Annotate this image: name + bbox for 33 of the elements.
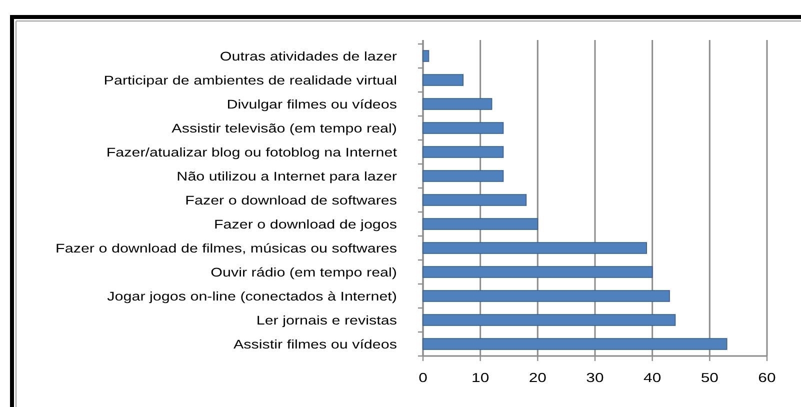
bar — [422, 266, 653, 278]
bar — [422, 194, 527, 206]
x-tick-label: 10 — [472, 371, 490, 386]
y-tick-label: Assistir filmes ou vídeos — [233, 336, 398, 352]
bar — [422, 170, 504, 182]
bar — [422, 242, 647, 254]
x-tick-label: 50 — [700, 371, 718, 386]
x-tick-label: 60 — [758, 371, 776, 386]
bar — [422, 290, 670, 302]
y-tick-label: Participar de ambientes de realidade virtual — [104, 72, 397, 88]
y-tick-label: Fazer o download de filmes, músicas ou softwares — [56, 240, 398, 256]
x-tick-label: 30 — [586, 371, 604, 386]
bar — [422, 74, 464, 86]
bar — [422, 50, 430, 62]
x-tick-label: 20 — [528, 371, 546, 386]
bar — [422, 338, 728, 350]
y-tick-label: Ler jornais e revistas — [256, 312, 398, 328]
y-tick-label: Ouvir rádio (em tempo real) — [210, 264, 397, 280]
x-tick-label: 0 — [418, 371, 428, 386]
y-tick-label: Assistir televisão (em tempo real) — [172, 120, 397, 136]
y-tick-label: Fazer o download de softwares — [185, 192, 398, 208]
y-tick-label: Fazer o download de jogos — [214, 216, 398, 232]
x-tick-label: 40 — [644, 371, 662, 386]
y-tick-label: Divulgar filmes ou vídeos — [226, 96, 398, 112]
y-tick-label: Outras atividades de lazer — [220, 48, 398, 64]
bar — [422, 98, 492, 110]
bar — [422, 314, 676, 326]
y-tick-label: Fazer/atualizar blog ou fotoblog na Internet — [106, 144, 398, 160]
bar — [422, 122, 504, 134]
y-tick-label: Não utilizou a Internet para lazer — [176, 168, 398, 184]
y-tick-label: Jogar jogos on-line (conectados à Internet) — [107, 288, 397, 304]
bar — [422, 146, 504, 158]
bar — [422, 218, 538, 230]
